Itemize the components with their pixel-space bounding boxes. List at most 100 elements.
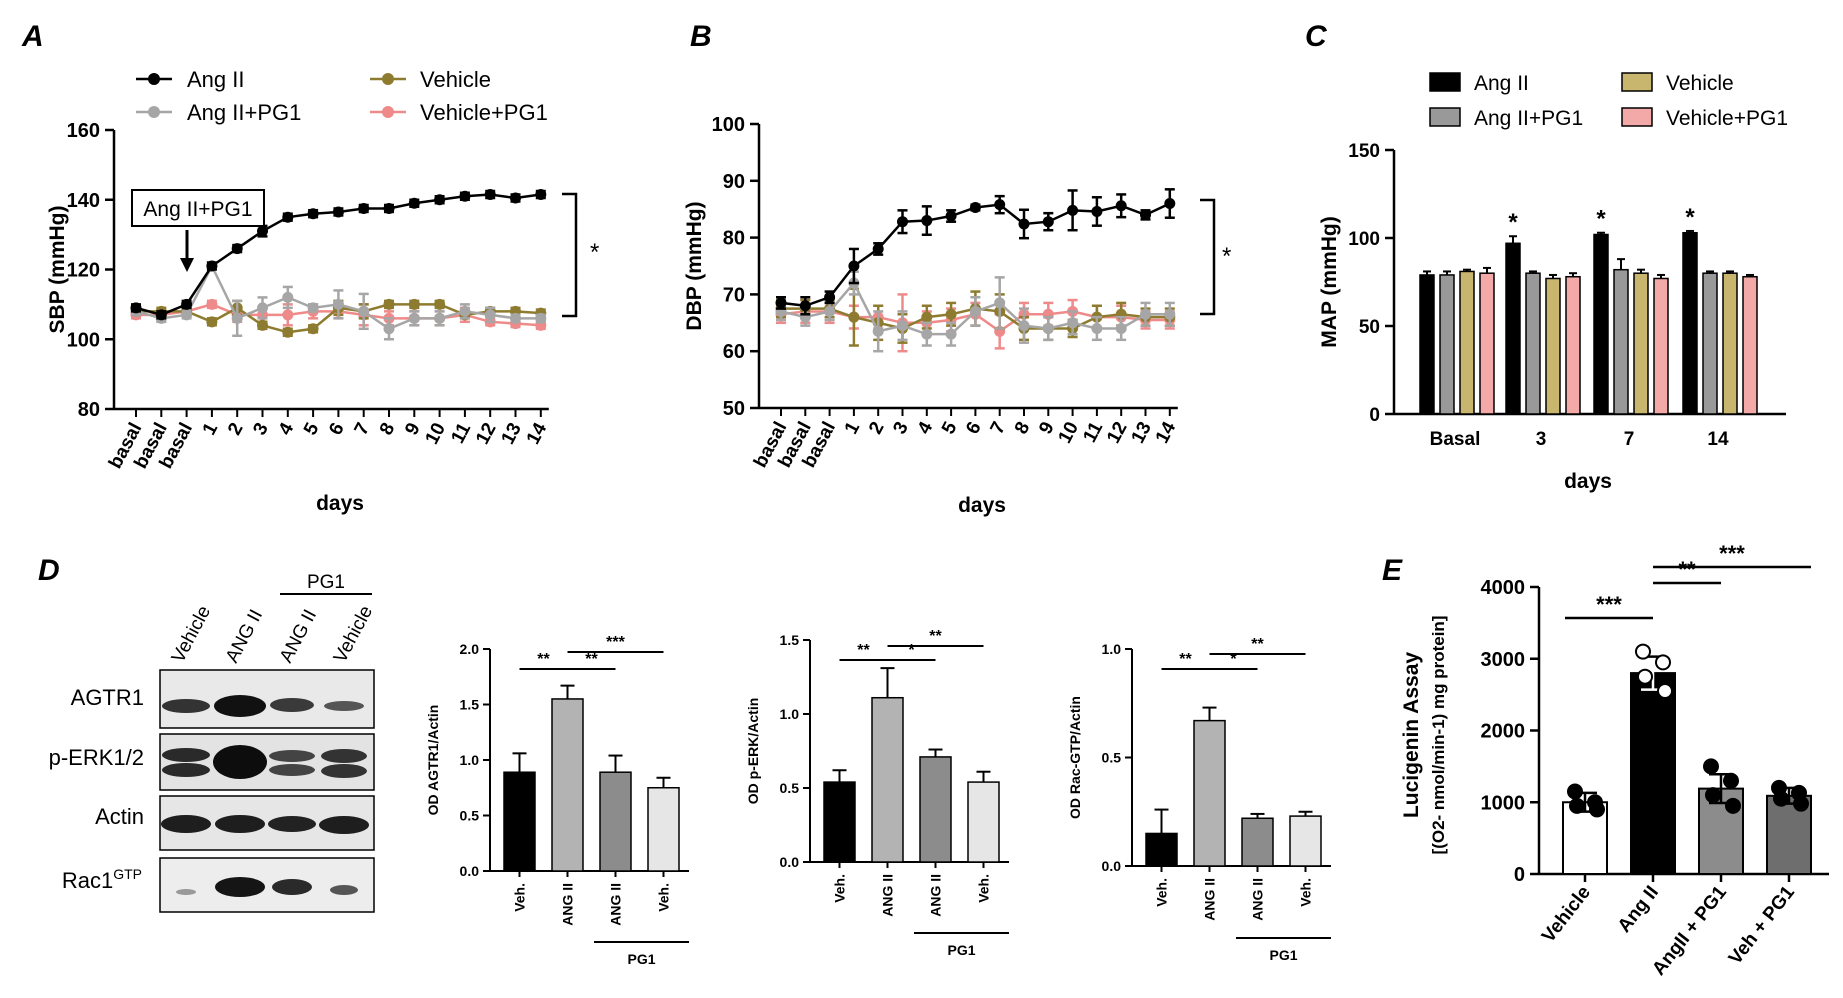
data-point [535, 189, 547, 201]
data-point [332, 298, 344, 310]
y-tick-label: 150 [1348, 141, 1380, 162]
y-tick-label: 2000 [1481, 721, 1526, 743]
perk-bar-chart: 0.0 0.5 1.0 1.5 OD p-ERK/Actin Veh. ANG II ANG … [745, 628, 1009, 958]
data-point [969, 305, 981, 317]
x-axis-label: days [958, 494, 1006, 517]
bar-1 [551, 698, 584, 872]
panel-e-letter: E [1382, 554, 1403, 587]
x-axis-label: days [1564, 470, 1612, 493]
panel-a-letter: A [21, 20, 44, 53]
x-tick-label: 7 [987, 418, 1011, 437]
panel-d-letter: D [38, 554, 60, 587]
western-blot [159, 669, 375, 913]
y-tick-label: 1.0 [460, 752, 480, 768]
group-label: PG1 [947, 942, 975, 958]
data-point [1793, 795, 1809, 812]
y-tick-label: 0.5 [780, 780, 800, 796]
panel-a-sig-bracket [562, 192, 578, 318]
data-point [1657, 683, 1673, 700]
bar-vehicle-pg1 [1653, 277, 1669, 415]
y-axis-label: OD p-ERK/Actin [745, 698, 761, 805]
band-actin-1 [161, 815, 211, 833]
panel-b-letter: B [690, 20, 712, 53]
legend-label-vehicle: Vehicle [420, 67, 491, 92]
band-perk-3b [269, 764, 315, 776]
data-point [1723, 772, 1739, 789]
y-tick-label: 4000 [1481, 577, 1526, 599]
x-tick-label: Vehicle [1538, 882, 1595, 947]
x-tick-label: 7 [351, 419, 375, 438]
significance-star: * [1508, 209, 1518, 236]
data-point [945, 210, 957, 222]
bar-3 [967, 781, 1000, 863]
blot-frame-agtr1 [159, 669, 375, 729]
x-tick-label: 5 [938, 418, 962, 438]
y-tick-label: 0 [1369, 405, 1380, 426]
significance-star: * [1685, 204, 1695, 231]
panel-a-sig-label: * [590, 239, 599, 266]
panel-e-ylabel-2: [(O2- nmol/min-1) mg protein] [1429, 616, 1448, 855]
data-point [824, 291, 836, 303]
data-point [799, 300, 811, 312]
x-tick-label: 3 [1536, 429, 1547, 450]
data-point [408, 197, 420, 209]
band-perk-2 [213, 745, 267, 779]
data-point [383, 298, 395, 310]
band-perk-4a [321, 749, 367, 763]
y-tick-label: 0.5 [460, 808, 480, 824]
y-tick-label: 80 [723, 228, 745, 250]
data-point [1018, 320, 1030, 332]
bar-ang-ii [1593, 233, 1609, 415]
panel-c-legend: Ang II Ang II+PG1 Vehicle Vehicle+PG1 [1429, 72, 1788, 130]
group-label: PG1 [1269, 947, 1297, 963]
data-point [1140, 209, 1151, 221]
data-point [1067, 204, 1079, 216]
lane-label-vehicle: Vehicle [168, 602, 215, 666]
data-point [408, 312, 420, 324]
y-tick-label: 2.0 [460, 641, 480, 657]
bar-ang-ii [1682, 231, 1698, 415]
band-actin-3 [268, 816, 316, 832]
data-point [130, 302, 142, 314]
sig-label: ** [585, 651, 598, 668]
sig-label: ** [929, 628, 942, 645]
x-tick-label: 5 [300, 419, 324, 439]
x-tick-label: 3 [249, 419, 273, 438]
data-point [358, 305, 370, 317]
racgtp-bar-chart: 0.0 0.5 1.0 OD Rac-GTP/Actin Veh. ANG II ANG I… [1067, 636, 1331, 963]
y-tick-label: 160 [67, 120, 100, 142]
y-tick-label: 70 [723, 284, 745, 306]
band-rac1-1 [176, 889, 196, 895]
band-rac1-3 [272, 879, 312, 895]
bar-2 [1241, 817, 1274, 867]
data-point [459, 305, 471, 317]
band-perk-3a [269, 750, 315, 762]
x-tick-label: 10 [1055, 418, 1083, 447]
data-point [282, 291, 294, 303]
x-tick-label: ANG II [1250, 878, 1266, 921]
panel-a-legend: Ang II Ang II+PG1 Vehicle Vehicle+PG1 [136, 67, 548, 125]
x-tick-label: Veh. [976, 874, 992, 903]
x-tick-label: ANG II [560, 883, 576, 926]
data-point [434, 194, 446, 206]
data-point [383, 323, 395, 335]
sig-label: ** [1678, 557, 1696, 582]
band-agtr1-3 [270, 698, 314, 712]
y-tick-label: 0.0 [780, 854, 800, 870]
x-tick-label: 11 [1079, 418, 1107, 446]
band-rac1-2 [215, 877, 265, 897]
data-point [510, 312, 521, 324]
bar-vehicle [1459, 270, 1475, 415]
bar-2 [919, 756, 952, 863]
legend-marker-vehpg1 [382, 106, 394, 118]
x-tick-label: 14 [1707, 429, 1729, 450]
data-point [231, 312, 243, 324]
y-tick-label: 1000 [1481, 792, 1526, 814]
data-point [510, 192, 521, 204]
band-perk-1b [162, 763, 210, 777]
y-tick-label: 80 [78, 399, 100, 421]
data-point [206, 260, 218, 272]
data-point [434, 312, 446, 324]
data-point [282, 326, 294, 338]
